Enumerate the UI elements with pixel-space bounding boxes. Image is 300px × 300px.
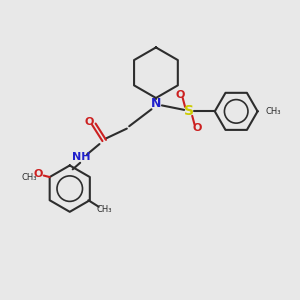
Text: O: O bbox=[193, 123, 202, 133]
Text: O: O bbox=[175, 90, 184, 100]
Text: O: O bbox=[84, 117, 94, 127]
Text: CH₃: CH₃ bbox=[265, 107, 280, 116]
Text: CH₃: CH₃ bbox=[21, 172, 37, 182]
Text: O: O bbox=[33, 169, 43, 179]
Text: N: N bbox=[151, 98, 161, 110]
Text: CH₃: CH₃ bbox=[97, 205, 112, 214]
Text: NH: NH bbox=[72, 152, 91, 162]
Text: S: S bbox=[184, 104, 194, 118]
